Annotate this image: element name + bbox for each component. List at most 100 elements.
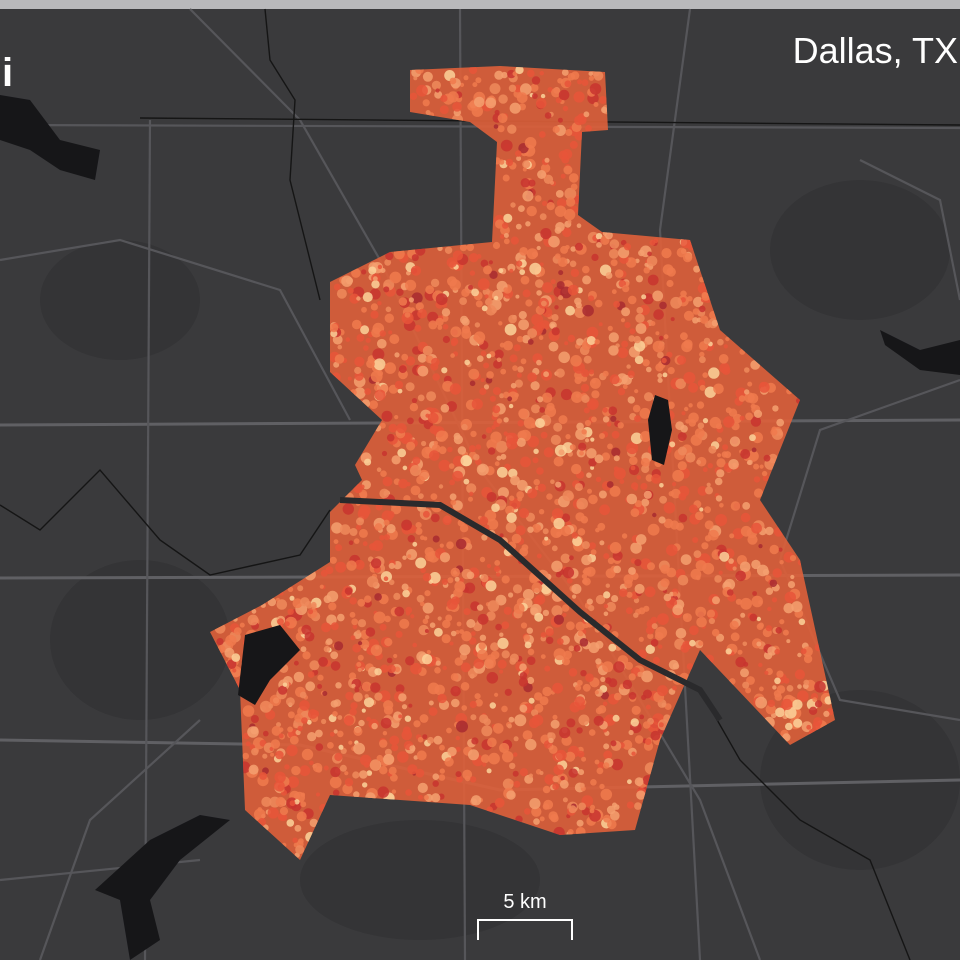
point (456, 720, 468, 733)
point (575, 621, 585, 631)
point (371, 327, 382, 338)
point (702, 562, 715, 575)
point (751, 595, 764, 608)
point (610, 740, 617, 747)
point (634, 389, 639, 394)
point (526, 627, 533, 634)
point (353, 726, 363, 736)
point (751, 432, 764, 444)
point (380, 268, 386, 273)
point (495, 594, 507, 606)
point (525, 299, 533, 307)
point (558, 351, 570, 364)
point (416, 750, 427, 761)
point (563, 650, 572, 660)
point (384, 748, 392, 756)
point (405, 356, 416, 366)
point (453, 435, 463, 445)
point (561, 69, 569, 76)
point (510, 236, 519, 245)
point (498, 321, 503, 326)
point (728, 408, 738, 417)
point (469, 66, 478, 75)
point (333, 539, 339, 544)
point (570, 246, 576, 252)
point (798, 618, 806, 626)
point (294, 660, 299, 666)
point (471, 398, 483, 410)
point (544, 665, 551, 672)
point (629, 456, 638, 466)
point (590, 779, 597, 786)
point (469, 380, 476, 387)
point (405, 382, 415, 392)
point (379, 739, 388, 748)
point (360, 325, 370, 335)
point (518, 507, 530, 519)
point (680, 332, 688, 341)
point (387, 664, 396, 674)
point (812, 721, 821, 730)
point (422, 573, 432, 582)
point (269, 746, 274, 752)
point (497, 125, 505, 133)
point (651, 623, 658, 630)
point (377, 338, 387, 349)
point (606, 422, 612, 427)
point (441, 367, 448, 374)
point (349, 293, 360, 304)
point (504, 323, 517, 336)
point (569, 444, 576, 451)
point (468, 368, 480, 380)
point (740, 449, 751, 459)
point (376, 467, 382, 473)
point (375, 503, 383, 511)
point (514, 392, 519, 398)
point (512, 584, 523, 594)
point (647, 274, 659, 286)
point (564, 80, 572, 88)
point (489, 83, 501, 95)
point (586, 448, 597, 459)
point (429, 450, 440, 461)
scale-bar-label: 5 km (503, 891, 546, 913)
point (497, 659, 507, 669)
point (311, 601, 317, 608)
point (571, 583, 582, 595)
point (738, 395, 746, 402)
point (536, 290, 542, 296)
point (516, 156, 522, 161)
terrain (40, 180, 960, 940)
point (486, 371, 494, 379)
point (586, 336, 596, 345)
point (409, 403, 419, 412)
point (774, 648, 780, 655)
point (567, 219, 572, 224)
point (452, 455, 464, 467)
point (459, 644, 471, 656)
point (468, 749, 479, 761)
point (239, 622, 245, 628)
point (612, 714, 620, 722)
point (513, 84, 522, 93)
point (603, 743, 610, 750)
point (563, 165, 573, 175)
point (561, 513, 571, 522)
point (696, 401, 705, 409)
point (554, 253, 561, 260)
point (600, 676, 606, 683)
point (332, 789, 340, 797)
point (472, 82, 478, 88)
point (394, 380, 404, 390)
point (753, 488, 764, 498)
point (466, 243, 475, 252)
point (518, 408, 529, 419)
point (791, 601, 803, 613)
point (609, 239, 620, 249)
point (495, 623, 502, 631)
point (388, 766, 397, 775)
point (611, 758, 623, 771)
point (433, 735, 443, 745)
point (527, 648, 535, 656)
point (294, 824, 302, 832)
